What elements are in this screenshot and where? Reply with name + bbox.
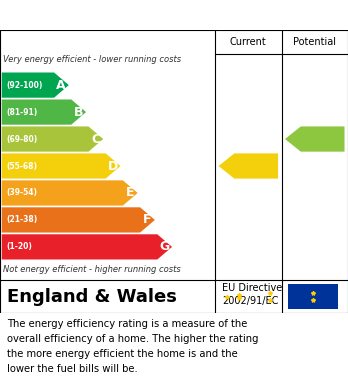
Text: A: A <box>56 79 66 91</box>
Text: D: D <box>108 160 118 172</box>
Text: (1-20): (1-20) <box>6 242 32 251</box>
Text: F: F <box>143 213 151 226</box>
Text: (39-54): (39-54) <box>6 188 37 197</box>
FancyBboxPatch shape <box>288 284 338 309</box>
Text: E: E <box>126 187 134 199</box>
Text: 59: 59 <box>242 159 261 173</box>
Polygon shape <box>2 153 120 179</box>
Polygon shape <box>2 234 172 260</box>
Text: (69-80): (69-80) <box>6 135 37 143</box>
Polygon shape <box>285 126 345 152</box>
Polygon shape <box>2 72 69 98</box>
Text: EU Directive
2002/91/EC: EU Directive 2002/91/EC <box>222 283 282 307</box>
Text: (81-91): (81-91) <box>6 108 37 117</box>
Text: Potential: Potential <box>293 37 336 47</box>
Text: B: B <box>74 106 83 118</box>
Polygon shape <box>2 126 103 152</box>
Text: 77: 77 <box>308 132 327 146</box>
Polygon shape <box>2 180 138 206</box>
Text: Very energy efficient - lower running costs: Very energy efficient - lower running co… <box>3 55 182 64</box>
Text: Not energy efficient - higher running costs: Not energy efficient - higher running co… <box>3 265 181 274</box>
Polygon shape <box>219 153 278 179</box>
Text: (55-68): (55-68) <box>6 161 37 170</box>
Polygon shape <box>2 207 155 233</box>
Text: The energy efficiency rating is a measure of the
overall efficiency of a home. T: The energy efficiency rating is a measur… <box>7 319 259 374</box>
Text: C: C <box>91 133 100 145</box>
Text: England & Wales: England & Wales <box>7 287 177 305</box>
Text: (92-100): (92-100) <box>6 81 42 90</box>
Text: Energy Efficiency Rating: Energy Efficiency Rating <box>10 7 220 23</box>
Polygon shape <box>2 99 86 125</box>
Text: (21-38): (21-38) <box>6 215 37 224</box>
Text: G: G <box>159 240 169 253</box>
Text: Current: Current <box>230 37 267 47</box>
